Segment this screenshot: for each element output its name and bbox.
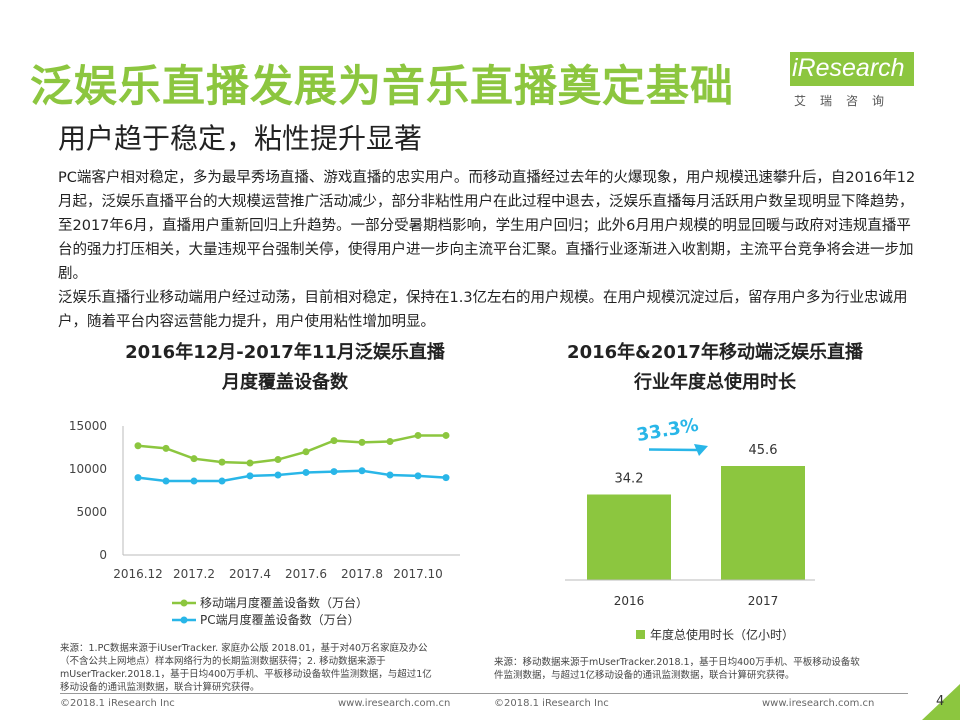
line-chart: 0 5000 10000 15000 2016.12 2017.2 2017.4 2017.6… [69, 419, 460, 627]
right-note-line: 件监测数据，与超过1亿移动设备的通讯监测数据，联合计算研究获得。 [494, 670, 795, 681]
right-source-note: 来源：移动数据来源于mUserTracker.2018.1，基于日均400万手机… [494, 656, 914, 682]
data-point [134, 474, 142, 482]
data-point [274, 471, 282, 479]
category-label: 2016 [614, 594, 645, 608]
bar-chart: 34.2 2016 45.6 2017 33.3% 年度总使用时长（亿小时） [565, 415, 815, 642]
data-point [442, 474, 450, 482]
left-source-note: 来源：1.PC数据来源于iUserTracker. 家庭办公版 2018.01，… [60, 642, 472, 694]
left-note-line: mUserTracker.2018.1，基于日均400万手机、平板移动设备软件监… [60, 669, 432, 680]
data-point [358, 438, 366, 446]
page-subtitle: 用户趋于稳定，粘性提升显著 [58, 122, 423, 155]
footer-url-left[interactable]: www.iresearch.com.cn [338, 698, 451, 709]
x-tick-label: 2017.8 [341, 567, 383, 581]
bar-value-label: 34.2 [615, 472, 644, 487]
left-note-line: 移动设备的通讯监测数据，联合计算研究获得。 [60, 682, 260, 693]
x-tick-label: 2017.2 [173, 567, 215, 581]
footer-copyright-left: ©2018.1 iResearch Inc [60, 698, 175, 709]
data-point [358, 467, 366, 475]
growth-annotation: 33.3% [635, 415, 700, 447]
data-point [218, 477, 226, 485]
data-point [442, 431, 450, 439]
category-label: 2017 [748, 594, 779, 608]
footer-copyright-right: ©2018.1 iResearch Inc [494, 698, 609, 709]
right-chart-title: 2016年&2017年移动端泛娱乐直播 行业年度总使用时长 [525, 338, 905, 398]
footer-divider [60, 693, 908, 694]
data-point [246, 472, 254, 480]
data-point [386, 437, 394, 445]
data-point [302, 448, 310, 456]
x-tick-label: 2017.6 [285, 567, 327, 581]
data-point [330, 468, 338, 476]
left-note-line: 来源：1.PC数据来源于iUserTracker. 家庭办公版 2018.01，… [60, 643, 428, 654]
legend-label: 年度总使用时长（亿小时） [650, 627, 794, 642]
body-text: PC端客户相对稳定，多为最早秀场直播、游戏直播的忠实用户。而移动直播经过去年的火… [58, 166, 916, 334]
y-tick-label: 5000 [76, 505, 107, 519]
legend-marker [180, 599, 188, 607]
data-point [246, 459, 254, 467]
left-note-line: （不含公共上网地点）样本网络行为的长期监测数据获得；2. 移动数据来源于 [60, 656, 386, 667]
data-point [162, 477, 170, 485]
left-chart-title-line-1: 2016年12月-2017年11月泛娱乐直播 [125, 342, 445, 363]
page-corner-shape [922, 684, 960, 720]
right-chart-title-line-1: 2016年&2017年移动端泛娱乐直播 [567, 342, 863, 363]
series-line [137, 434, 446, 465]
footer-url-right[interactable]: www.iresearch.com.cn [762, 698, 875, 709]
data-point [134, 442, 142, 450]
right-chart-title-line-2: 行业年度总使用时长 [634, 372, 796, 393]
logo-cn: 艾瑞咨询 [794, 94, 899, 108]
logo-word: iResearch [792, 54, 905, 82]
y-tick-label: 15000 [69, 419, 107, 433]
data-point [414, 431, 422, 439]
page-number: 4 [936, 694, 945, 709]
page-number-badge: 4 [918, 684, 960, 720]
legend-label: 移动端月度覆盖设备数（万台） [200, 595, 368, 610]
y-tick-label: 10000 [69, 462, 107, 476]
data-point [190, 455, 198, 463]
left-chart-title-line-2: 月度覆盖设备数 [222, 372, 348, 393]
data-point [302, 468, 310, 476]
growth-arrow-head [694, 444, 708, 456]
bar [587, 494, 671, 580]
y-tick-label: 0 [99, 548, 107, 562]
logo-box [790, 52, 914, 86]
legend-marker [180, 616, 188, 624]
series-line [137, 469, 447, 483]
x-tick-label: 2017.10 [393, 567, 443, 581]
data-point [414, 472, 422, 480]
data-point [386, 471, 394, 479]
x-tick-label: 2017.4 [229, 567, 271, 581]
legend-label: PC端月度覆盖设备数（万台） [200, 612, 360, 627]
iresearch-logo: iResearch 艾瑞咨询 [778, 50, 928, 110]
body-paragraph-1: PC端客户相对稳定，多为最早秀场直播、游戏直播的忠实用户。而移动直播经过去年的火… [58, 170, 916, 282]
data-point [330, 437, 338, 445]
body-paragraph-2: 泛娱乐直播行业移动端用户经过动荡，目前相对稳定，保持在1.3亿左右的用户规模。在… [58, 290, 908, 330]
growth-arrow-line [648, 448, 699, 452]
data-point [162, 444, 170, 452]
bar [721, 466, 805, 580]
data-point [190, 477, 198, 485]
legend-marker [636, 630, 645, 639]
bar-value-label: 45.6 [749, 443, 778, 458]
left-chart-title: 2016年12月-2017年11月泛娱乐直播 月度覆盖设备数 [95, 338, 475, 398]
data-point [274, 456, 282, 464]
right-note-line: 来源：移动数据来源于mUserTracker.2018.1，基于日均400万手机… [494, 657, 860, 668]
data-point [218, 458, 226, 466]
page-title: 泛娱乐直播发展为音乐直播奠定基础 [30, 62, 734, 112]
x-tick-label: 2016.12 [113, 567, 163, 581]
